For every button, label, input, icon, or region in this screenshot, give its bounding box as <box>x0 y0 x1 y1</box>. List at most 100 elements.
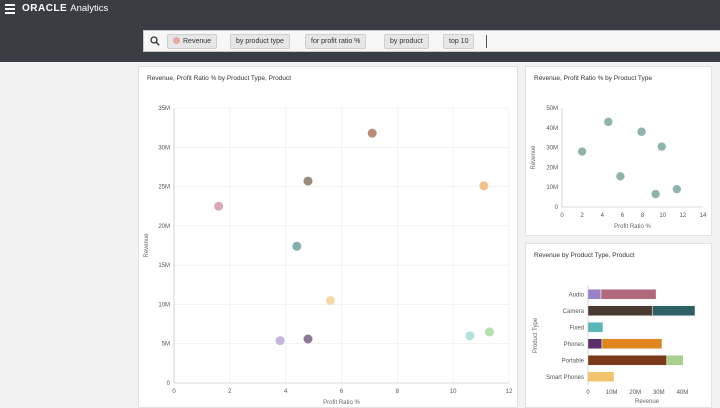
panel-title: Revenue, Profit Ratio % by Product Type <box>534 75 653 82</box>
x-axis-title: Revenue <box>635 399 660 405</box>
x-tick-label: 4 <box>601 213 605 219</box>
data-point <box>604 117 613 127</box>
y-category-label: Camera <box>563 309 585 315</box>
x-axis-title: Profit Ratio % <box>614 224 651 230</box>
y-tick-label: 30M <box>158 145 170 151</box>
y-tick-label: 25M <box>158 185 170 191</box>
x-tick-label: 0 <box>560 213 564 219</box>
x-tick-label: 2 <box>228 389 232 395</box>
y-tick-label: 50M <box>546 106 558 112</box>
x-tick-label: 20M <box>629 390 641 396</box>
search-chip-by-product-type[interactable]: by product type <box>230 34 290 49</box>
bar-segment <box>667 355 683 366</box>
text-caret <box>486 35 487 48</box>
chip-label: by product type <box>236 38 284 45</box>
data-point <box>672 184 682 194</box>
bar-segment <box>588 338 602 349</box>
panel-title: Revenue, Profit Ratio % by Product Type,… <box>147 75 292 82</box>
data-point <box>479 181 489 191</box>
bar-segment <box>588 322 603 333</box>
search-chip-by-product[interactable]: by product <box>384 34 429 49</box>
y-tick-label: 35M <box>158 106 170 112</box>
y-tick-label: 40M <box>546 126 558 132</box>
x-tick-label: 8 <box>396 389 400 395</box>
hamburger-icon[interactable] <box>5 4 15 14</box>
bar-chart-by-product-type: 0 10M 20M 30M 40M Audio Camera Fixed Phones Porta… <box>533 286 695 405</box>
x-tick-label: 40M <box>677 390 689 396</box>
data-point <box>292 241 302 251</box>
x-tick-label: 0 <box>172 389 176 395</box>
y-tick-label: 15M <box>158 263 170 269</box>
chip-label: by product <box>390 38 423 45</box>
bar-segment <box>602 338 662 349</box>
search-icon[interactable] <box>150 36 160 46</box>
search-chip-for-profit-ratio[interactable]: for profit ratio % <box>305 34 367 49</box>
y-tick-label: 10M <box>158 302 170 308</box>
y-axis-title: Product Type <box>533 317 539 353</box>
brand-oracle-text: ORACLE <box>22 3 68 14</box>
y-category-label: Fixed <box>569 325 584 331</box>
bar-panel-by-product-type[interactable]: Revenue by Product Type, Product 0 10M 20M… <box>525 243 712 408</box>
data-point <box>484 327 494 337</box>
x-tick-label: 12 <box>506 389 513 395</box>
search-chip-top-10[interactable]: top 10 <box>443 34 475 49</box>
x-tick-label: 10 <box>659 213 666 219</box>
brand-logo: ORACLE Analytics <box>22 3 108 15</box>
x-axis-title: Profit Ratio % <box>323 400 360 406</box>
data-point <box>657 142 666 151</box>
x-tick-label: 12 <box>680 213 687 219</box>
y-tick-label: 10M <box>546 185 558 191</box>
y-axis-title: Revenue <box>144 233 150 258</box>
x-tick-label: 30M <box>653 390 665 396</box>
data-point <box>275 336 285 346</box>
revenue-color-dot <box>173 37 180 44</box>
y-tick-label: 20M <box>158 224 170 230</box>
chip-label: for profit ratio % <box>311 38 361 45</box>
y-category-label: Smart Phones <box>546 375 584 381</box>
bar-segment <box>652 305 695 316</box>
top-navigation-bar: ORACLE Analytics <box>0 0 720 19</box>
data-point <box>577 147 587 156</box>
x-tick-label: 10 <box>450 389 457 395</box>
x-tick-label: 4 <box>284 389 288 395</box>
y-category-label: Phones <box>564 342 584 348</box>
scatter-panel-by-product[interactable]: Revenue, Profit Ratio % by Product Type,… <box>138 66 518 408</box>
data-point <box>651 189 660 199</box>
brand-analytics-text: Analytics <box>70 3 109 14</box>
y-tick-label: 0 <box>167 381 171 387</box>
data-point <box>303 334 313 344</box>
data-point <box>616 172 625 181</box>
bar-segment <box>588 305 653 316</box>
panel-title: Revenue by Product Type, Product <box>534 252 635 259</box>
y-tick-label: 5M <box>162 342 170 348</box>
x-tick-label: 14 <box>700 213 707 219</box>
bar-segment <box>588 289 601 300</box>
x-tick-label: 10M <box>606 390 618 396</box>
data-point <box>325 296 335 305</box>
data-point <box>465 331 475 341</box>
data-point <box>637 127 646 136</box>
data-point <box>303 176 313 186</box>
bar-segment <box>588 371 614 382</box>
chip-label: top 10 <box>449 38 469 45</box>
search-bar[interactable]: Revenue by product type for profit ratio… <box>143 30 720 52</box>
scatter-chart-by-product-type: 0 2 4 6 8 10 12 14 0 10M 20M 30M 40M 50M Profit Ratio … <box>531 106 707 230</box>
y-category-label: Portable <box>562 358 585 364</box>
scatter-chart-by-product: 0 2 4 6 8 10 12 0 5M 10M 15M 20M 25M 30M 35M Profit Rat… <box>144 106 513 406</box>
x-tick-label: 8 <box>641 213 645 219</box>
data-point <box>367 128 377 138</box>
scatter-panel-by-product-type[interactable]: Revenue, Profit Ratio % by Product Type … <box>525 66 712 236</box>
y-category-label: Audio <box>569 292 585 298</box>
bar-segment <box>601 289 656 300</box>
search-chip-revenue[interactable]: Revenue <box>167 34 218 49</box>
x-tick-label: 6 <box>340 389 344 395</box>
x-tick-label: 2 <box>580 213 584 219</box>
x-tick-label: 0 <box>586 390 590 396</box>
y-tick-label: 0 <box>555 205 559 211</box>
chip-label: Revenue <box>183 38 212 45</box>
search-band: Revenue by product type for profit ratio… <box>0 19 720 62</box>
y-tick-label: 20M <box>546 165 558 171</box>
data-point <box>214 201 224 211</box>
y-tick-label: 30M <box>546 146 558 152</box>
y-axis-title: Revenue <box>531 145 537 170</box>
